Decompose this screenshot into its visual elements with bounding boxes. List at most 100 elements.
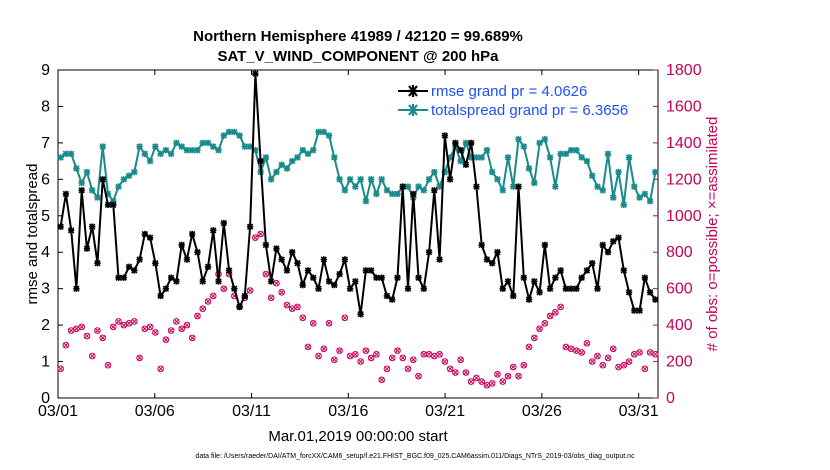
plot-area xyxy=(57,69,659,399)
obs-possible-point xyxy=(131,318,138,325)
spread-point xyxy=(646,198,654,205)
obs-assimilated-point xyxy=(442,358,448,365)
spread-point xyxy=(78,179,85,187)
spread-point xyxy=(525,165,533,172)
spread-point xyxy=(431,168,438,176)
spread-point xyxy=(178,143,185,150)
rmse-point xyxy=(552,274,559,281)
obs-assimilated-point xyxy=(210,293,217,299)
rmse-point xyxy=(331,281,338,289)
obs-assimilated-point xyxy=(368,355,374,361)
obs-assimilated-point xyxy=(505,373,511,379)
y-left-tick-label: 3 xyxy=(41,281,50,298)
spread-point xyxy=(557,150,564,158)
obs-assimilated-point xyxy=(605,355,611,361)
rmse-point xyxy=(278,256,285,263)
spread-point xyxy=(57,154,64,161)
obs-possible-point xyxy=(341,314,349,322)
spread-point xyxy=(620,201,627,209)
obs-count-series xyxy=(57,230,659,389)
obs-possible-point xyxy=(394,347,401,354)
spread-point xyxy=(83,168,91,176)
obs-assimilated-point xyxy=(294,304,301,310)
rmse-point xyxy=(641,274,649,281)
obs-assimilated-point xyxy=(147,324,153,330)
obs-possible-point xyxy=(104,361,112,369)
obs-possible-point xyxy=(88,352,96,360)
rmse-point xyxy=(273,245,280,252)
spread-point xyxy=(62,150,70,158)
obs-assimilated-point xyxy=(163,336,169,343)
obs-assimilated-point xyxy=(126,320,132,327)
spread-point xyxy=(546,154,554,161)
legend-rmse-label: rmse grand pr = 4.0626 xyxy=(431,83,587,100)
rmse-point xyxy=(215,278,222,285)
rmse-point xyxy=(73,285,80,292)
obs-assimilated-point xyxy=(347,353,353,359)
rmse-point xyxy=(315,285,322,292)
obs-assimilated-point xyxy=(594,353,601,359)
obs-possible-point xyxy=(452,369,459,376)
rmse-point xyxy=(310,274,317,281)
obs-assimilated-point xyxy=(205,298,211,305)
obs-assimilated-point xyxy=(542,320,548,327)
rmse-point xyxy=(478,241,485,249)
spread-point xyxy=(494,176,501,183)
rmse-point xyxy=(78,187,85,194)
spread-point xyxy=(504,154,512,161)
obs-possible-point xyxy=(167,327,175,334)
rmse-point xyxy=(283,267,291,274)
obs-possible-point xyxy=(436,350,443,358)
legend-spread-marker xyxy=(408,104,418,116)
spread-point xyxy=(552,183,559,190)
spread-point xyxy=(225,128,233,136)
obs-assimilated-point xyxy=(573,347,580,354)
rmse-point xyxy=(373,274,380,281)
rmse-point xyxy=(125,263,133,270)
obs-assimilated-point xyxy=(399,355,406,361)
obs-possible-point xyxy=(152,329,159,336)
obs-possible-point xyxy=(599,361,607,369)
y-right-tick-label: 400 xyxy=(666,317,693,334)
obs-assimilated-point xyxy=(57,366,64,372)
spread-point xyxy=(457,157,464,165)
rmse-point xyxy=(267,278,275,285)
y-axis-right-label: # of obs: o=possible; ×=assimilated xyxy=(704,117,721,352)
obs-possible-point xyxy=(115,318,122,325)
spread-point xyxy=(531,179,538,187)
rmse-point xyxy=(83,245,91,252)
rmse-point xyxy=(194,249,201,256)
spread-point xyxy=(310,146,317,154)
obs-assimilated-point xyxy=(131,318,138,325)
totalspread-series xyxy=(57,128,659,209)
obs-possible-point xyxy=(109,323,117,331)
spread-point xyxy=(446,154,454,161)
obs-possible-point xyxy=(509,363,517,371)
obs-assimilated-point xyxy=(373,351,380,358)
obs-assimilated-point xyxy=(326,320,332,327)
spread-point xyxy=(173,139,180,147)
rmse-point xyxy=(610,238,617,245)
obs-assimilated-point xyxy=(599,362,606,368)
rmse-point xyxy=(320,256,327,263)
obs-assimilated-point xyxy=(378,377,385,383)
obs-possible-point xyxy=(404,365,412,373)
rmse-point xyxy=(578,274,585,281)
obs-assimilated-point xyxy=(152,329,159,336)
chart-title-line1: Northern Hemisphere 41989 / 42120 = 99.6… xyxy=(193,28,523,45)
obs-assimilated-point xyxy=(189,335,195,341)
spread-point xyxy=(136,143,143,150)
spread-point xyxy=(331,154,338,161)
rmse-point xyxy=(599,241,606,249)
obs-assimilated-point xyxy=(310,320,317,327)
obs-assimilated-point xyxy=(284,302,290,308)
obs-assimilated-point xyxy=(468,378,474,385)
obs-assimilated-point xyxy=(115,318,122,325)
spread-point xyxy=(510,183,517,190)
obs-assimilated-point xyxy=(178,326,185,332)
spread-point xyxy=(220,132,227,139)
spread-point xyxy=(283,165,291,172)
rmse-point xyxy=(141,230,149,238)
rmse-point xyxy=(446,176,454,183)
y-right-tick-label: 1400 xyxy=(666,135,702,152)
